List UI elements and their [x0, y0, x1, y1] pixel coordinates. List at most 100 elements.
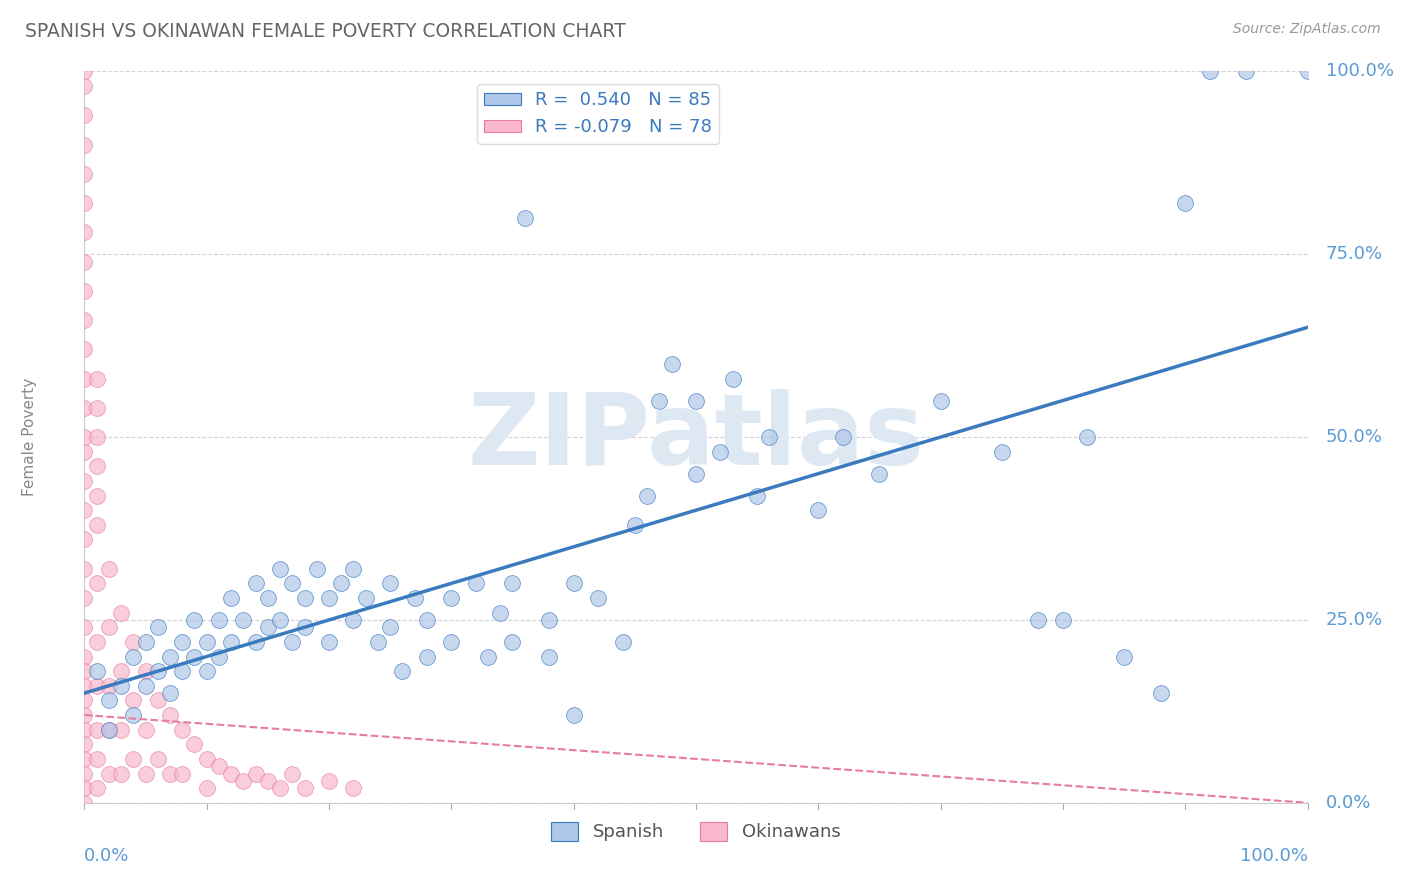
Point	[269, 562, 291, 576]
Point	[86, 576, 108, 591]
Point	[709, 444, 731, 458]
Point	[869, 467, 891, 481]
Point	[86, 781, 108, 796]
Point	[195, 635, 218, 649]
Point	[269, 613, 291, 627]
Point	[562, 576, 585, 591]
Point	[294, 781, 316, 796]
Text: 75.0%: 75.0%	[1326, 245, 1384, 263]
Point	[73, 137, 96, 152]
Point	[146, 752, 169, 766]
Point	[380, 620, 402, 634]
Point	[1296, 64, 1319, 78]
Point	[1236, 64, 1258, 78]
Point	[1198, 64, 1220, 78]
Legend: Spanish, Okinawans: Spanish, Okinawans	[544, 814, 848, 848]
Point	[146, 620, 169, 634]
Point	[232, 613, 254, 627]
Point	[294, 591, 316, 605]
Point	[538, 649, 561, 664]
Point	[73, 401, 96, 415]
Point	[73, 78, 96, 93]
Text: Female Poverty: Female Poverty	[22, 378, 37, 496]
Point	[86, 664, 108, 678]
Point	[97, 766, 120, 780]
Point	[73, 254, 96, 268]
Text: 0.0%: 0.0%	[1326, 794, 1371, 812]
Point	[73, 664, 96, 678]
Point	[73, 196, 96, 211]
Point	[342, 781, 364, 796]
Point	[440, 635, 463, 649]
Point	[110, 723, 132, 737]
Point	[159, 708, 181, 723]
Point	[208, 649, 231, 664]
Point	[318, 635, 340, 649]
Point	[86, 489, 108, 503]
Point	[318, 773, 340, 788]
Point	[97, 620, 120, 634]
Point	[269, 781, 291, 796]
Point	[135, 723, 157, 737]
Text: 0.0%: 0.0%	[84, 847, 129, 864]
Point	[281, 576, 304, 591]
Point	[1052, 613, 1074, 627]
Point	[330, 576, 353, 591]
Point	[73, 108, 96, 122]
Point	[624, 517, 647, 532]
Point	[122, 752, 145, 766]
Point	[477, 649, 499, 664]
Point	[294, 620, 316, 634]
Point	[122, 708, 145, 723]
Point	[73, 766, 96, 780]
Point	[73, 371, 96, 385]
Point	[245, 635, 267, 649]
Point	[195, 664, 218, 678]
Point	[219, 635, 242, 649]
Point	[135, 766, 157, 780]
Point	[1114, 649, 1136, 664]
Text: SPANISH VS OKINAWAN FEMALE POVERTY CORRELATION CHART: SPANISH VS OKINAWAN FEMALE POVERTY CORRE…	[25, 22, 626, 41]
Point	[1174, 196, 1197, 211]
Point	[159, 686, 181, 700]
Point	[440, 591, 463, 605]
Point	[73, 737, 96, 751]
Point	[110, 766, 132, 780]
Point	[73, 562, 96, 576]
Point	[73, 781, 96, 796]
Point	[73, 649, 96, 664]
Point	[86, 430, 108, 444]
Text: Source: ZipAtlas.com: Source: ZipAtlas.com	[1233, 22, 1381, 37]
Text: 100.0%: 100.0%	[1326, 62, 1393, 80]
Point	[86, 459, 108, 474]
Point	[208, 759, 231, 773]
Point	[661, 357, 683, 371]
Text: 100.0%: 100.0%	[1240, 847, 1308, 864]
Point	[831, 430, 853, 444]
Point	[86, 752, 108, 766]
Point	[73, 752, 96, 766]
Point	[305, 562, 328, 576]
Point	[110, 664, 132, 678]
Point	[183, 649, 205, 664]
Point	[502, 576, 524, 591]
Point	[281, 766, 304, 780]
Point	[73, 343, 96, 357]
Point	[685, 393, 707, 408]
Point	[208, 613, 231, 627]
Point	[86, 401, 108, 415]
Point	[122, 635, 145, 649]
Point	[257, 773, 280, 788]
Point	[73, 167, 96, 181]
Point	[97, 723, 120, 737]
Point	[367, 635, 389, 649]
Point	[73, 474, 96, 488]
Point	[1076, 430, 1098, 444]
Point	[135, 679, 157, 693]
Point	[489, 606, 512, 620]
Point	[380, 576, 402, 591]
Point	[73, 679, 96, 693]
Point	[159, 766, 181, 780]
Point	[1028, 613, 1050, 627]
Point	[245, 576, 267, 591]
